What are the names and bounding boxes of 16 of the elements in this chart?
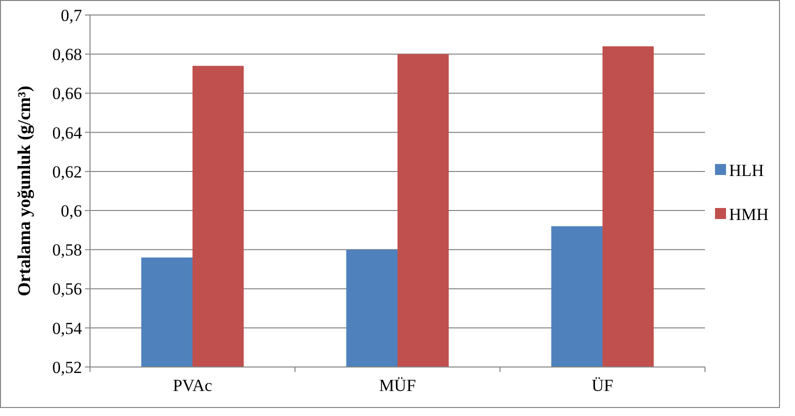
y-tick-label: 0,66 [52, 84, 82, 104]
y-tick-label: 0,7 [60, 6, 82, 25]
x-tick-label: MÜF [379, 376, 416, 395]
y-tick-label: 0,56 [52, 280, 82, 299]
y-tick-label: 0,54 [52, 318, 82, 338]
y-tick-label: 0,68 [52, 45, 82, 64]
y-tick-label: 0,62 [52, 162, 82, 182]
y-tick-label: 0,64 [52, 123, 82, 142]
legend-label: HLH [729, 160, 764, 180]
x-tick-label: PVAc [172, 376, 213, 395]
x-tick-label: ÜF [592, 376, 614, 395]
y-tick-label: 0,52 [52, 358, 82, 377]
legend-label: HMH [729, 204, 769, 224]
y-tick-label: 0,6 [60, 202, 82, 221]
y-tick-label: 0,58 [52, 240, 82, 260]
y-axis-title: Ortalama yoğunluk (g/cm³) [14, 86, 34, 296]
